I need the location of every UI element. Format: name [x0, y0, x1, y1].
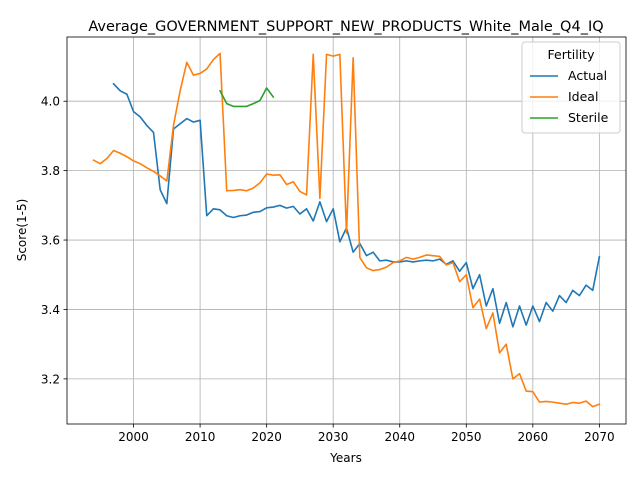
legend-label: Sterile: [568, 110, 609, 125]
x-tick-label: 2040: [384, 430, 415, 444]
y-axis-ticks: 3.2 3.4 3.6 3.8 4.0: [41, 95, 67, 386]
y-tick-label: 4.0: [41, 95, 60, 109]
x-axis-ticks: 2000 2010 2020 2030 2040 2050 2060 2070: [118, 424, 615, 444]
x-tick-label: 2000: [118, 430, 149, 444]
plot-frame: [66, 36, 627, 425]
x-tick-label: 2020: [251, 430, 282, 444]
x-tick-label: 2060: [518, 430, 549, 444]
series-line-ideal: [92, 52, 601, 408]
legend-entry-actual: Actual: [530, 68, 607, 83]
series-line-actual: [112, 82, 601, 328]
legend-label: Actual: [568, 68, 607, 83]
x-tick-label: 2050: [451, 430, 482, 444]
legend-entries: Actual Ideal Sterile: [530, 68, 609, 125]
x-tick-label: 2070: [584, 430, 615, 444]
series-lines: [92, 52, 601, 408]
legend-title: Fertility: [548, 47, 596, 62]
legend-entry-sterile: Sterile: [530, 110, 609, 125]
x-axis-label: Years: [329, 451, 362, 465]
legend-box: [521, 41, 621, 134]
legend-entry-ideal: Ideal: [530, 89, 598, 104]
legend-label: Ideal: [568, 89, 598, 104]
y-tick-label: 3.2: [41, 372, 60, 386]
x-tick-label: 2010: [185, 430, 216, 444]
legend: Fertility Actual Ideal Sterile: [521, 41, 621, 134]
y-axis-label: Score(1-5): [15, 199, 29, 262]
x-tick-label: 2030: [318, 430, 349, 444]
y-tick-label: 3.8: [41, 164, 60, 178]
chart-title: Average_GOVERNMENT_SUPPORT_NEW_PRODUCTS_…: [88, 19, 603, 35]
y-tick-label: 3.4: [41, 303, 60, 317]
series-line-sterile: [218, 87, 275, 108]
y-tick-label: 3.6: [41, 234, 60, 248]
